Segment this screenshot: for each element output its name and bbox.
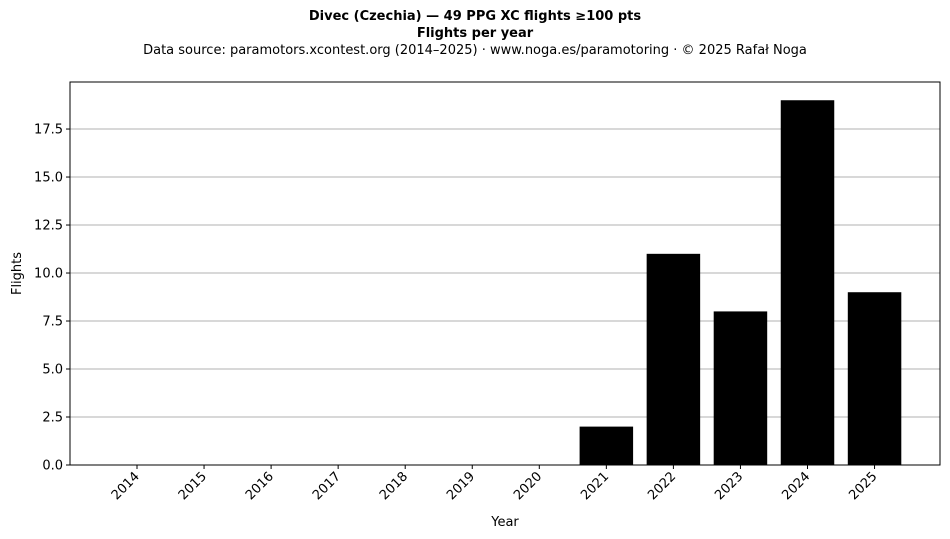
x-tick-label: 2024 <box>779 469 813 503</box>
y-tick-label: 0.0 <box>42 459 63 474</box>
x-tick-label: 2021 <box>578 469 612 503</box>
y-tick-label: 2.5 <box>42 411 63 426</box>
x-tick-label: 2015 <box>176 469 210 503</box>
data-source-line: Data source: paramotors.xcontest.org (20… <box>143 43 807 58</box>
bar-2024 <box>780 100 835 465</box>
x-tick-label: 2025 <box>846 469 880 503</box>
y-tick-label: 12.5 <box>34 219 63 234</box>
y-tick-label: 5.0 <box>42 363 63 378</box>
y-tick-label: 7.5 <box>42 315 63 330</box>
x-tick-label: 2016 <box>243 469 277 503</box>
y-axis-label: Flights <box>10 252 25 295</box>
x-tick-label: 2018 <box>377 469 411 503</box>
y-axis-ticks: 0.0 2.5 5.0 7.5 10.0 12.5 15.0 17.5 <box>34 123 70 474</box>
x-tick-label: 2017 <box>310 469 344 503</box>
bar-2025 <box>847 292 902 465</box>
y-tick-label: 15.0 <box>34 171 63 186</box>
bars <box>579 100 902 465</box>
x-axis-ticks: 2014 2015 2016 2017 2018 2019 2020 2021 2022 2023… <box>109 465 880 503</box>
chart-title-block: Divec (Czechia) — 49 PPG XC flights ≥100… <box>0 8 950 60</box>
x-tick-label: 2014 <box>109 469 143 503</box>
chart-subtitle: Flights per year <box>416 26 534 41</box>
x-tick-label: 2019 <box>444 469 478 503</box>
bar-2023 <box>713 311 768 465</box>
x-axis-label: Year <box>490 515 519 530</box>
x-tick-label: 2022 <box>645 469 679 503</box>
y-tick-label: 17.5 <box>34 123 63 138</box>
y-tick-label: 10.0 <box>34 267 63 282</box>
bar-2022 <box>646 253 701 465</box>
x-tick-label: 2023 <box>712 469 746 503</box>
x-tick-label: 2020 <box>511 469 545 503</box>
bar-2021 <box>579 426 634 465</box>
chart-title: Divec (Czechia) — 49 PPG XC flights ≥100… <box>308 9 642 24</box>
